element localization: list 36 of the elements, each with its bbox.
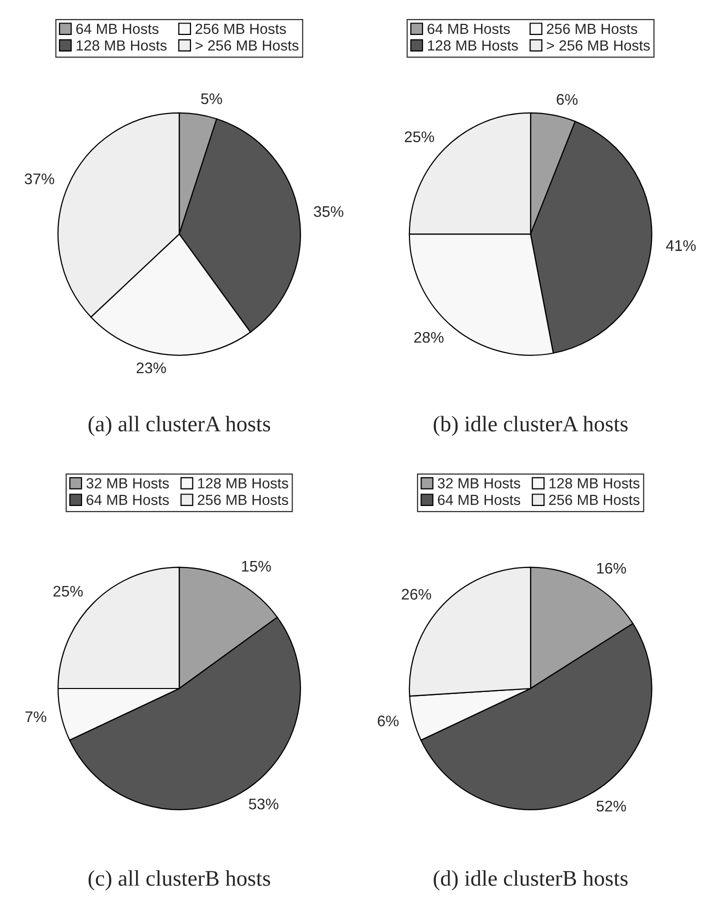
data-label: 23% — [136, 362, 166, 374]
legend-label: 128 MB Hosts — [76, 40, 167, 51]
legend-label: 256 MB Hosts — [196, 24, 286, 34]
legend-label: 128 MB Hosts — [550, 478, 640, 488]
legend-label: 32 MB Hosts — [86, 478, 169, 488]
legend-label: 128 MB Hosts — [428, 40, 518, 51]
data-label: 15% — [242, 560, 271, 572]
data-label: 6% — [378, 716, 399, 726]
legend-label: 64 MB Hosts — [76, 24, 158, 34]
legend-label: > 256 MB Hosts — [546, 40, 650, 51]
data-label: 37% — [24, 173, 54, 184]
data-label: 25% — [404, 131, 434, 142]
data-label: 26% — [402, 588, 432, 600]
legend-label: 256 MB Hosts — [549, 494, 640, 506]
data-label: 52% — [596, 800, 626, 812]
text: (c) all clusterB hosts — [88, 870, 270, 890]
legend-label: 256 MB Hosts — [198, 494, 288, 506]
legend-label: 64 MB Hosts — [438, 494, 520, 506]
data-label: 25% — [53, 586, 83, 597]
data-label: 53% — [248, 798, 278, 810]
data-label: 28% — [414, 332, 444, 343]
text: (d) idle clusterB hosts — [434, 870, 628, 890]
data-label: 7% — [26, 711, 46, 722]
legend-label: 64 MB Hosts — [428, 24, 510, 34]
legend-label: 64 MB Hosts — [86, 494, 169, 506]
text: (a) all clusterA hosts — [88, 416, 270, 436]
text: (b) idle clusterA hosts — [434, 416, 628, 436]
data-label: 6% — [556, 94, 578, 105]
data-label: 5% — [201, 93, 222, 104]
data-label: 16% — [597, 562, 626, 574]
legend-label: 256 MB Hosts — [546, 24, 638, 34]
data-label: 35% — [314, 206, 344, 217]
legend-label: 128 MB Hosts — [198, 478, 288, 488]
legend-label: > 256 MB Hosts — [196, 40, 298, 51]
data-label: 41% — [666, 240, 696, 251]
legend-label: 32 MB Hosts — [438, 478, 520, 488]
